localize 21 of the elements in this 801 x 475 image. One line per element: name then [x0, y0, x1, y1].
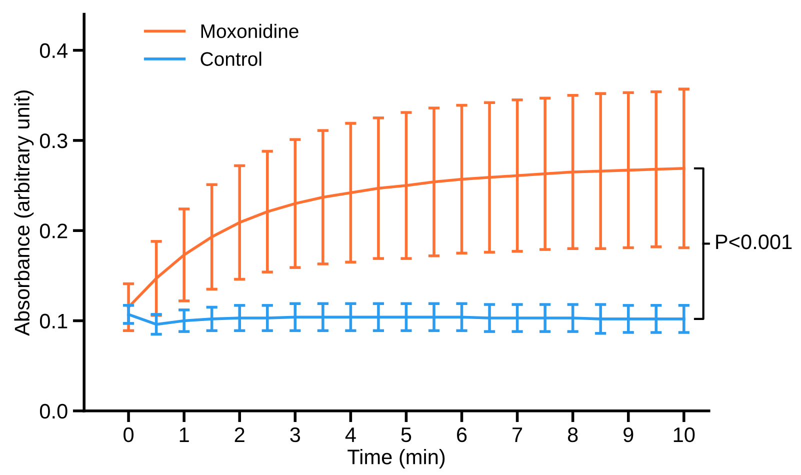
y-tick-label: 0.1 [40, 314, 68, 328]
x-tick-label: 0 [124, 427, 134, 442]
y-tick-label: 0.2 [40, 224, 68, 238]
x-tick-label: 5 [401, 428, 412, 442]
y-tick-label: 0.3 [40, 133, 68, 148]
x-tick-label: 7 [512, 428, 522, 442]
x-tick-label: 10 [674, 427, 695, 442]
x-tick-label: 3 [290, 427, 300, 442]
legend-label: Moxonidine [201, 24, 298, 38]
legend-label: Control [200, 52, 262, 66]
y-axis-title: Absorbance (arbitrary unit) [14, 90, 34, 336]
x-tick-label: 9 [624, 427, 634, 442]
y-tick-label: 0.4 [40, 43, 68, 58]
x-tick-label: 8 [568, 427, 578, 442]
x-tick-label: 2 [234, 427, 244, 442]
x-tick-label: 6 [457, 427, 467, 442]
x-axis-title: Time (min) [348, 449, 445, 468]
x-tick-label: 1 [180, 428, 189, 442]
text: P<0.001 [716, 234, 792, 250]
y-tick-label: 0.0 [40, 404, 68, 419]
x-tick-label: 4 [345, 428, 356, 442]
